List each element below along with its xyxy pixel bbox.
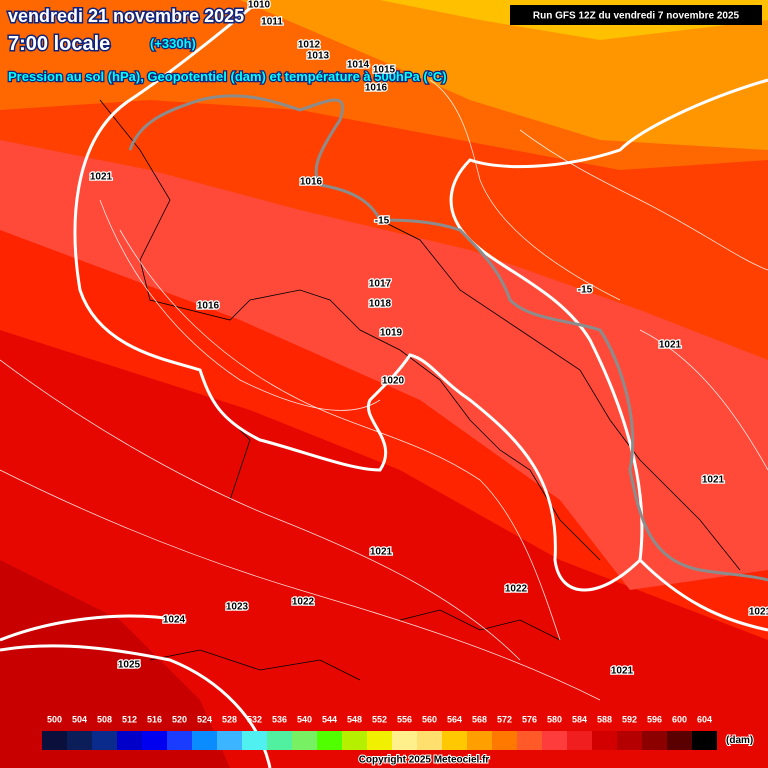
isobar-label: 1021 — [90, 172, 113, 183]
legend-value: 588 — [597, 714, 612, 724]
legend-value: 560 — [422, 714, 437, 724]
isobar-label: 1015 — [373, 65, 396, 76]
isobar-label: 1012 — [298, 40, 321, 51]
run-info: Run GFS 12Z du vendredi 7 novembre 2025 — [533, 11, 740, 22]
legend-swatch — [267, 731, 292, 750]
legend-value: 552 — [372, 714, 387, 724]
legend-swatch — [392, 731, 417, 750]
legend-swatch — [142, 731, 167, 750]
legend-value: 548 — [347, 714, 362, 724]
isobar-label: 1022 — [505, 584, 528, 595]
date: vendredi 21 novembre 2025 — [8, 6, 244, 26]
legend-swatch — [542, 731, 567, 750]
legend-value: 540 — [297, 714, 312, 724]
legend-value: 528 — [222, 714, 237, 724]
legend-swatch — [592, 731, 617, 750]
local-time: 7:00 locale — [8, 33, 110, 55]
legend-swatch — [167, 731, 192, 750]
isobar-label: 1014 — [347, 60, 370, 71]
legend-value: 580 — [547, 714, 562, 724]
isobar-label: 1011 — [261, 17, 283, 28]
legend-swatch — [92, 731, 117, 750]
legend-value: 536 — [272, 714, 287, 724]
isobar-label: 1021 — [749, 607, 768, 618]
isobar-label: 1016 — [300, 177, 323, 188]
legend-value: 600 — [672, 714, 687, 724]
legend-swatch — [642, 731, 667, 750]
isobar-label: 1016 — [197, 301, 220, 312]
legend-swatch — [517, 731, 542, 750]
legend-value: 592 — [622, 714, 637, 724]
legend-swatch — [617, 731, 642, 750]
coastlines — [99, 99, 741, 681]
isobar-label: 1021 — [702, 475, 725, 486]
legend-swatch — [317, 731, 342, 750]
legend-swatch — [292, 731, 317, 750]
legend-value: 596 — [647, 714, 662, 724]
isobar-label: 1021 — [611, 666, 634, 677]
legend-value: 604 — [697, 714, 712, 724]
legend-value: 520 — [172, 714, 187, 724]
legend-value: 508 — [97, 714, 112, 724]
legend-value: 524 — [197, 714, 212, 724]
isobar-label: 1010 — [248, 0, 271, 11]
subtitle: Pression au sol (hPa), Geopotentiel (dam… — [8, 69, 447, 84]
legend-swatch — [492, 731, 517, 750]
legend-value: 500 — [47, 714, 62, 724]
legend-swatch — [67, 731, 92, 750]
legend-swatch — [567, 731, 592, 750]
isobar-label: 1024 — [163, 615, 186, 626]
isobar-label: 1018 — [369, 299, 392, 310]
isobar-label: 1025 — [118, 660, 141, 671]
legend-value: 584 — [572, 714, 587, 724]
legend-unit: (dam) — [726, 735, 753, 746]
legend-value: 576 — [522, 714, 537, 724]
lead-time: (+330h) — [150, 36, 196, 51]
legend-value: 544 — [322, 714, 337, 724]
isobar-label: 1013 — [307, 51, 330, 62]
legend-swatch — [217, 731, 242, 750]
copyright: Copyright 2025 Meteociel.fr — [359, 755, 490, 766]
legend-swatch — [42, 731, 67, 750]
isobar-label: 1017 — [369, 279, 392, 290]
legend-swatch — [667, 731, 692, 750]
legend-swatch — [242, 731, 267, 750]
legend-swatch — [117, 731, 142, 750]
legend-value: 516 — [147, 714, 162, 724]
legend-value: 572 — [497, 714, 512, 724]
legend-swatch — [417, 731, 442, 750]
legend-value: 568 — [472, 714, 487, 724]
legend-swatch — [442, 731, 467, 750]
legend-swatch — [192, 731, 217, 750]
isobar-label: 1021 — [370, 547, 393, 558]
legend-value: 504 — [72, 714, 87, 724]
legend-swatch — [367, 731, 392, 750]
legend-swatch — [692, 731, 717, 750]
legend-value: 556 — [397, 714, 412, 724]
isobar-label: 1021 — [659, 340, 682, 351]
legend-value: 564 — [447, 714, 462, 724]
legend-swatch — [467, 731, 492, 750]
legend-value: 512 — [122, 714, 137, 724]
temperature-label: -15 — [578, 285, 593, 296]
legend-swatch — [342, 731, 367, 750]
isobar-label: 1019 — [380, 328, 403, 339]
legend-value: 532 — [247, 714, 262, 724]
run-box — [510, 5, 762, 25]
isobar-label: 1023 — [226, 602, 249, 613]
isobar-label: 1022 — [292, 597, 315, 608]
isotherm — [128, 94, 768, 582]
temperature-label: -15 — [375, 216, 390, 227]
isobar-label: 1020 — [382, 376, 405, 387]
isobar-label: 1016 — [365, 83, 388, 94]
